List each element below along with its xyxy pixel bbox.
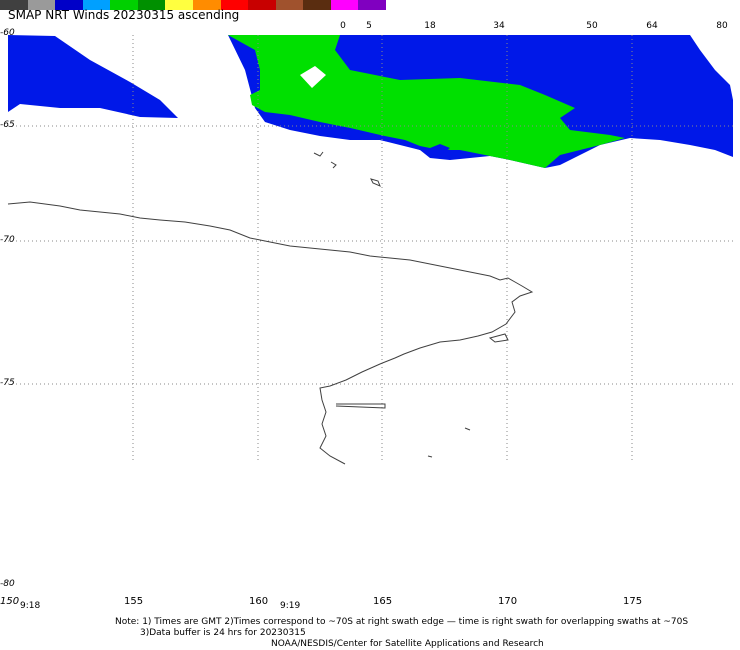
scale-label-5: 5 (366, 21, 372, 31)
lon-label-160: 160 (249, 596, 269, 607)
scale-segment (358, 0, 386, 10)
time-label-1: 9:18 (20, 601, 41, 611)
lat-label-75: -75 (0, 378, 15, 388)
scale-segment (0, 0, 28, 10)
scale-segment (248, 0, 276, 10)
scale-segment (220, 0, 249, 10)
scale-segment (27, 0, 56, 10)
scale-segment (192, 0, 221, 10)
time-label-2: 9:19 (280, 601, 301, 611)
scale-label-50: 50 (586, 21, 598, 31)
map-title: SMAP NRT Winds 20230315 ascending (8, 8, 240, 22)
lat-label-70: -70 (0, 235, 15, 245)
scale-segment (275, 0, 304, 10)
lat-lon-grid (8, 35, 733, 463)
scale-segment (55, 0, 83, 10)
lon-label-155: 155 (124, 596, 144, 607)
scale-label-80: 80 (716, 21, 728, 31)
lat-label-80: -80 (0, 579, 15, 589)
scale-segment (110, 0, 138, 10)
lon-label-165: 165 (373, 596, 393, 607)
lat-label-60: -60 (0, 28, 15, 38)
scale-segment (137, 0, 166, 10)
green-band (228, 35, 625, 168)
note-line-3: NOAA/NESDIS/Center for Satellite Applica… (271, 639, 544, 649)
note-line-1: Note: 1) Times are GMT 2)Times correspon… (115, 617, 689, 627)
white-hole (300, 66, 326, 88)
lon-label-170: 170 (498, 596, 518, 607)
lon-label-150: 150 (0, 596, 20, 607)
scale-label-34: 34 (493, 21, 505, 31)
scale-segment (330, 0, 359, 10)
scale-label-18: 18 (424, 21, 436, 31)
wind-swath (8, 35, 733, 168)
blue-swath-lower (262, 112, 450, 155)
coastline (7, 151, 534, 465)
lon-label-175: 175 (623, 596, 643, 607)
lat-label-65: -65 (0, 120, 15, 130)
scale-label-64: 64 (646, 21, 658, 31)
note-line-2: 3)Data buffer is 24 hrs for 20230315 (140, 628, 306, 638)
scale-segment (165, 0, 193, 10)
blue-swath-left (8, 35, 178, 118)
scale-segment (303, 0, 331, 10)
scale-segment (82, 0, 111, 10)
scale-label-0: 0 (340, 21, 346, 31)
wind-speed-color-scale (0, 0, 386, 10)
